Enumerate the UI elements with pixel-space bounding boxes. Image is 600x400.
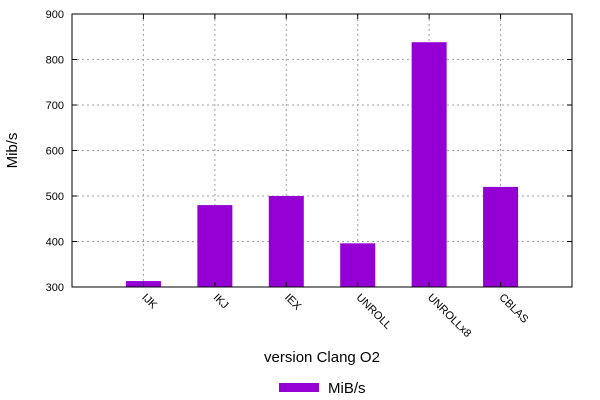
bar-cblas	[483, 186, 519, 287]
y-tick-label: 400	[46, 237, 64, 249]
y-tick-label: 900	[46, 9, 64, 21]
bar-iex	[268, 196, 304, 287]
y-tick-label: 600	[46, 146, 64, 158]
legend-swatch	[279, 383, 319, 392]
x-tick-label: UNROLLx8	[425, 292, 473, 340]
x-axis-ticks: IJK IKJ IEX UNROLL UNROLLx8 CBLAS	[139, 14, 530, 340]
y-axis-title: Mib/s	[4, 133, 21, 169]
y-tick-label: 800	[46, 55, 64, 67]
x-tick-label: IKJ	[211, 292, 231, 312]
bar-unroll	[340, 243, 376, 287]
y-tick-label: 700	[46, 100, 64, 112]
x-tick-label: IEX	[282, 292, 303, 313]
legend-label: MiB/s	[328, 380, 366, 397]
bars	[125, 42, 519, 288]
x-tick-label: CBLAS	[496, 292, 530, 326]
x-axis-title: version Clang O2	[264, 349, 380, 366]
x-tick-label: IJK	[139, 292, 159, 312]
bar-ikj	[197, 205, 233, 287]
y-axis-ticks: 300 400 500 600 700 800 900	[46, 9, 572, 294]
y-tick-label: 500	[46, 191, 64, 203]
y-tick-label: 300	[46, 282, 64, 294]
legend: MiB/s	[279, 380, 366, 397]
bar-unrollx8	[411, 42, 447, 288]
x-tick-label: UNROLL	[354, 292, 394, 332]
